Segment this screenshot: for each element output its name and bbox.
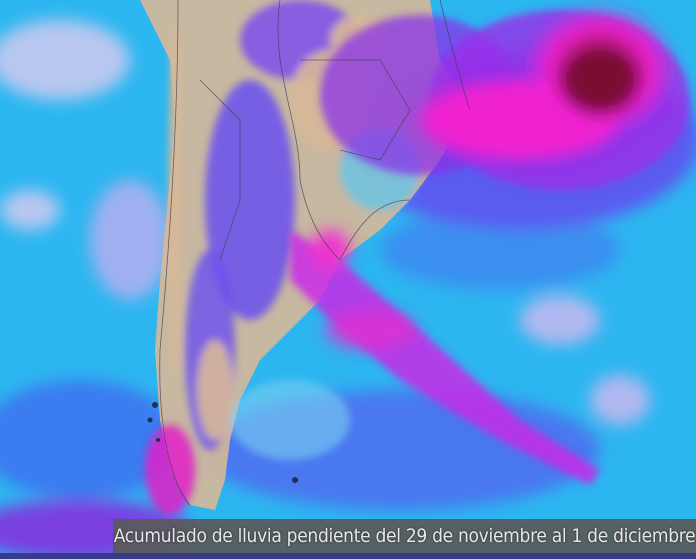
country-borders [159,0,471,506]
chile-coast-islands [147,402,298,483]
bottom-strip [0,553,696,559]
map-caption: Acumulado de lluvia pendiente del 29 de … [113,519,696,553]
precip-extreme-layer [310,5,675,350]
